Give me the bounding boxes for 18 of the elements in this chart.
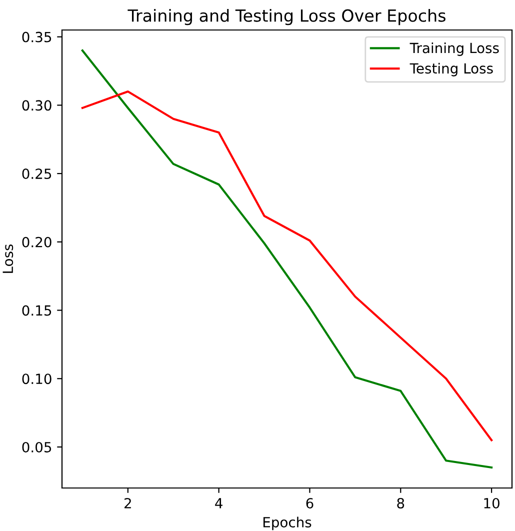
x-tick-label: 4	[215, 498, 222, 508]
legend-label: Testing Loss	[410, 62, 493, 76]
legend-label: Training Loss	[410, 42, 499, 56]
y-axis-title: Loss	[2, 244, 14, 273]
x-tick-label: 2	[124, 498, 131, 508]
y-tick-label: 0.05	[22, 442, 52, 452]
y-tick-label: 0.30	[22, 100, 52, 111]
y-tick-label: 0.10	[22, 374, 52, 384]
chart-title: Training and Testing Loss Over Epochs	[128, 9, 446, 26]
x-tick-label: 10	[484, 498, 500, 508]
x-tick-label: 6	[306, 498, 314, 508]
y-tick-label: 0.35	[22, 32, 52, 42]
x-axis-title: Epochs	[263, 516, 312, 530]
x-tick-label: 8	[397, 498, 404, 508]
y-tick-label: 0.25	[22, 168, 52, 180]
y-tick-label: 0.20	[22, 236, 52, 248]
y-tick-label: 0.15	[22, 305, 52, 316]
line-series	[81, 90, 493, 442]
